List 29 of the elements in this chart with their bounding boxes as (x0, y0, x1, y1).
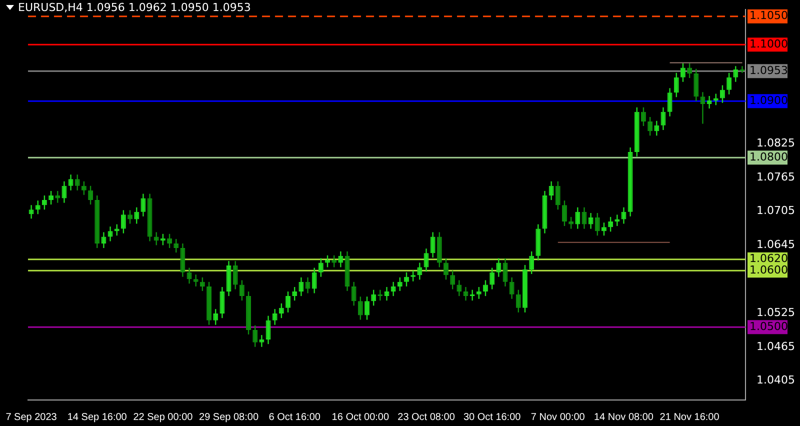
y-tick-label: 1.0465 (756, 340, 796, 353)
candlestick (706, 96, 712, 108)
x-tick-label: 16 Oct 00:00 (332, 412, 390, 423)
x-tick-label: 6 Oct 16:00 (268, 412, 321, 423)
x-tick-label: 29 Sep 08:00 (199, 412, 259, 423)
y-tick-label: 1.0705 (756, 204, 796, 218)
ref-line-label: 1.0800 (750, 150, 788, 164)
y-tick-label: 1.0825 (756, 136, 796, 150)
x-tick-label: 22 Sep 00:00 (133, 412, 194, 423)
x-tick-label: 14 Sep 16:00 (67, 412, 128, 423)
chart-title: EURUSD,H4 1.0956 1.0962 1.0950 1.0953 (18, 1, 251, 14)
ref-line-label: 1.1050 (750, 9, 788, 22)
x-tick-label: 7 Nov 00:00 (530, 412, 586, 423)
y-tick-label: 1.0765 (756, 170, 796, 184)
x-tick-label: 14 Nov 08:00 (594, 412, 654, 423)
x-tick-label: 21 Nov 16:00 (660, 412, 720, 423)
y-tick-label: 1.0645 (756, 238, 796, 252)
y-tick-label: 1.0525 (756, 306, 796, 319)
y-tick-label: 1.0405 (756, 374, 796, 387)
x-tick-label: 23 Oct 08:00 (398, 412, 456, 423)
candlestick (259, 335, 264, 347)
ref-line-label: 1.1000 (750, 37, 788, 50)
x-tick-label: 7 Sep 2023 (6, 412, 58, 423)
ref-line-label: 1.0600 (750, 263, 788, 276)
x-tick-label: 30 Oct 16:00 (463, 412, 522, 423)
ref-line-label: 1.0500 (750, 320, 788, 333)
ref-line-label: 1.0620 (750, 252, 788, 266)
ref-line-label: 1.0953 (750, 64, 788, 78)
ref-line-label: 1.0900 (750, 94, 788, 107)
